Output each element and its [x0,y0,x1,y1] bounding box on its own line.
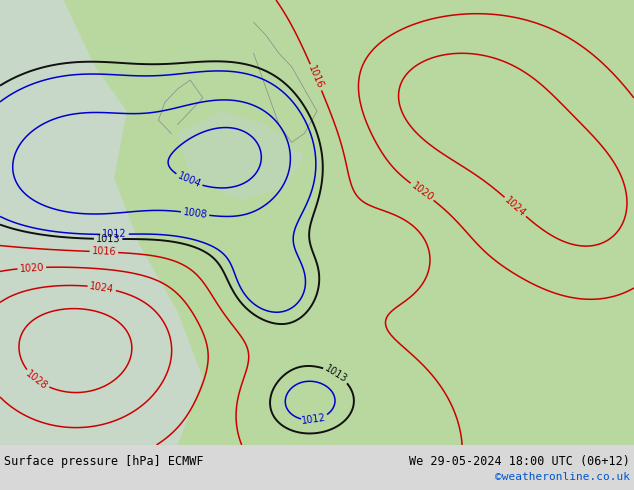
Text: 1016: 1016 [306,64,325,91]
Text: 1028: 1028 [24,368,50,391]
Text: 1013: 1013 [96,234,120,244]
Text: 1024: 1024 [89,281,115,294]
Text: 1004: 1004 [176,171,202,190]
Text: 1020: 1020 [19,262,44,273]
Text: We 29-05-2024 18:00 UTC (06+12): We 29-05-2024 18:00 UTC (06+12) [409,455,630,468]
Text: 1020: 1020 [410,180,435,203]
Polygon shape [178,111,304,200]
Text: 1024: 1024 [503,195,527,219]
Text: 1008: 1008 [183,207,208,220]
Text: Surface pressure [hPa] ECMWF: Surface pressure [hPa] ECMWF [4,455,204,468]
Text: 1012: 1012 [301,413,327,426]
Text: 1012: 1012 [102,229,127,240]
Text: 1013: 1013 [323,364,349,385]
Text: ©weatheronline.co.uk: ©weatheronline.co.uk [495,471,630,482]
Polygon shape [0,0,203,445]
Text: 1016: 1016 [91,246,117,257]
